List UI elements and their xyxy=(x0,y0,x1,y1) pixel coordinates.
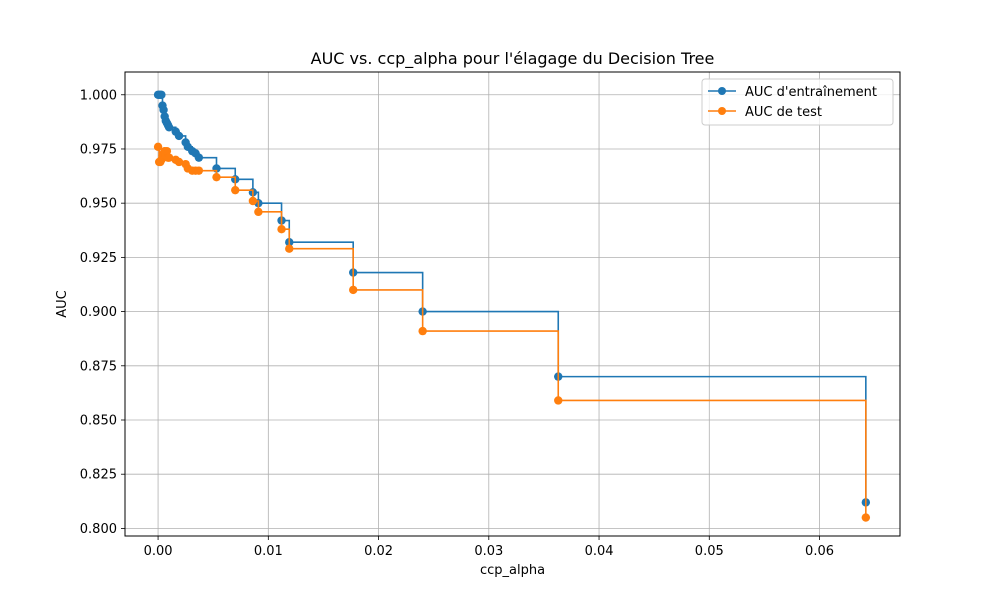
ticks-layer: 0.00 0.01 0.02 0.03 0.04 0.05 0.06 0.800 0.825 0.… xyxy=(80,88,834,559)
x-tick-label: 0.03 xyxy=(474,544,503,559)
data-point xyxy=(418,326,427,336)
legend-train-marker xyxy=(718,87,726,95)
legend-train-label: AUC d'entraînement xyxy=(745,85,877,100)
data-point xyxy=(554,396,563,405)
y-tick-label: 0.950 xyxy=(80,197,117,212)
legend-test-marker xyxy=(718,107,726,115)
data-point xyxy=(212,172,221,182)
x-tick-label: 0.04 xyxy=(585,544,614,559)
data-point xyxy=(174,157,184,167)
series-1 xyxy=(153,142,871,522)
data-point xyxy=(285,244,294,253)
y-tick-label: 0.925 xyxy=(80,251,117,266)
data-point xyxy=(162,146,172,156)
plot-frame xyxy=(124,71,901,537)
data-point xyxy=(194,153,204,162)
y-tick-label: 1.000 xyxy=(80,88,117,103)
data-point xyxy=(157,90,166,99)
data-point xyxy=(254,207,263,217)
x-axis-title: ccp_alpha xyxy=(480,563,545,578)
data-point xyxy=(153,142,163,152)
data-point xyxy=(248,196,258,206)
legend-test-label: AUC de test xyxy=(745,105,822,120)
x-tick-label: 0.00 xyxy=(144,544,173,559)
y-tick-label: 0.850 xyxy=(80,414,117,429)
x-tick-label: 0.05 xyxy=(695,544,724,559)
y-tick-label: 0.825 xyxy=(80,468,117,483)
y-tick-label: 0.975 xyxy=(80,142,117,157)
series-line xyxy=(158,93,867,503)
y-tick-label: 0.900 xyxy=(80,305,117,320)
data-point xyxy=(194,166,204,175)
x-tick-label: 0.01 xyxy=(254,544,283,559)
data-point xyxy=(861,513,871,522)
y-tick-label: 0.800 xyxy=(80,522,117,537)
legend-box xyxy=(701,78,894,126)
x-tick-label: 0.06 xyxy=(805,544,834,559)
y-tick-label: 0.875 xyxy=(80,359,117,374)
data-point xyxy=(164,123,174,132)
data-point xyxy=(349,285,358,295)
series-0 xyxy=(153,90,871,507)
data-point xyxy=(231,185,240,195)
grid-layer xyxy=(125,72,900,536)
y-axis-title: AUC xyxy=(55,290,70,318)
data-point xyxy=(164,153,174,162)
legend: AUC d'entraînement AUC de test xyxy=(701,78,894,126)
data-point xyxy=(159,105,168,115)
series-layer xyxy=(153,90,871,522)
x-tick-label: 0.02 xyxy=(364,544,393,559)
data-point xyxy=(277,224,286,234)
chart-title: AUC vs. ccp_alpha pour l'élagage du Deci… xyxy=(311,49,715,69)
data-point xyxy=(174,131,184,141)
